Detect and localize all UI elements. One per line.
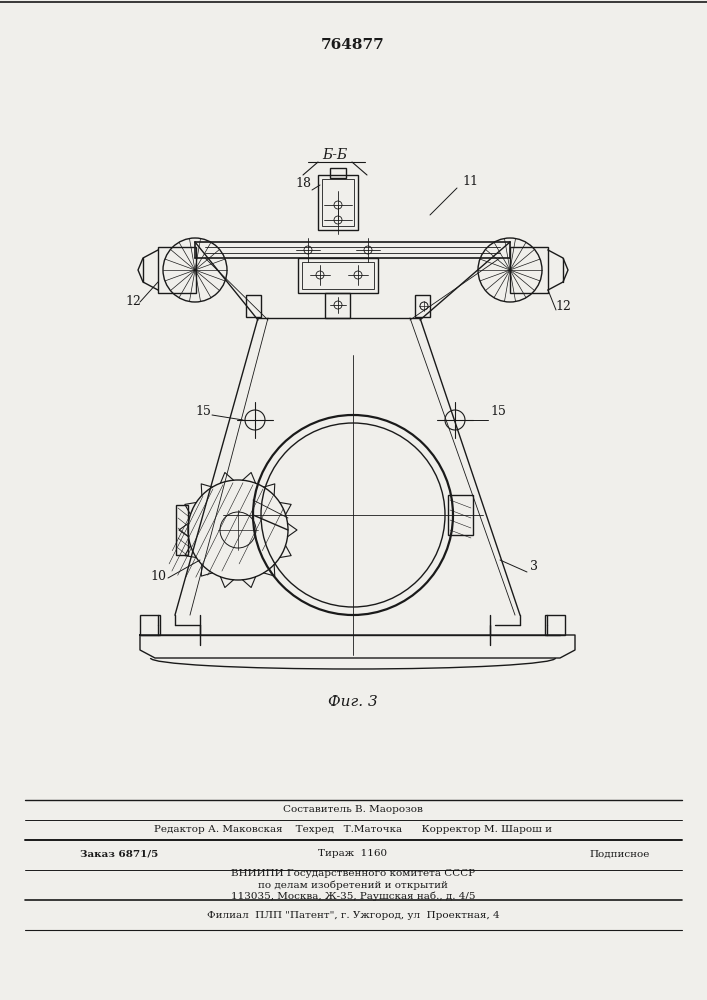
Bar xyxy=(545,615,565,635)
Text: 18: 18 xyxy=(295,177,311,190)
Bar xyxy=(318,175,358,230)
Bar xyxy=(302,262,374,289)
Text: 15: 15 xyxy=(490,405,506,418)
Text: 10: 10 xyxy=(150,570,166,583)
Text: 113035, Москва, Ж-35, Раушская наб., д. 4/5: 113035, Москва, Ж-35, Раушская наб., д. … xyxy=(230,891,475,901)
Bar xyxy=(448,495,473,535)
Bar xyxy=(510,247,548,293)
Bar xyxy=(176,505,188,555)
Text: Фиг. 3: Фиг. 3 xyxy=(328,695,378,709)
Text: 764877: 764877 xyxy=(321,38,385,52)
Text: 12: 12 xyxy=(125,295,141,308)
Text: 11: 11 xyxy=(462,175,478,188)
Text: Б-Б: Б-Б xyxy=(322,148,348,162)
Text: ВНИИПИ Государственного комитета СССР: ВНИИПИ Государственного комитета СССР xyxy=(231,869,475,879)
Bar xyxy=(322,179,354,226)
Bar xyxy=(415,295,430,317)
Text: Составитель В. Маорозов: Составитель В. Маорозов xyxy=(283,806,423,814)
Text: 12: 12 xyxy=(555,300,571,313)
Text: Подписное: Подписное xyxy=(590,850,650,858)
Bar xyxy=(140,615,160,635)
Text: Филиал  ПЛП "Патент", г. Ужгород, ул  Проектная, 4: Филиал ПЛП "Патент", г. Ужгород, ул Прое… xyxy=(206,910,499,920)
Text: по делам изобретений и открытий: по делам изобретений и открытий xyxy=(258,880,448,890)
Text: Заказ 6871/5: Заказ 6871/5 xyxy=(80,850,158,858)
Bar xyxy=(246,295,261,317)
Text: Тираж  1160: Тираж 1160 xyxy=(318,850,387,858)
Bar xyxy=(298,258,378,293)
Bar xyxy=(158,247,196,293)
Text: Редактор А. Маковская    Техред   Т.Маточка      Корректор М. Шарош и: Редактор А. Маковская Техред Т.Маточка К… xyxy=(154,826,552,834)
Bar xyxy=(330,168,346,178)
Text: 15: 15 xyxy=(195,405,211,418)
Text: 3: 3 xyxy=(530,560,538,573)
Bar xyxy=(325,293,350,318)
